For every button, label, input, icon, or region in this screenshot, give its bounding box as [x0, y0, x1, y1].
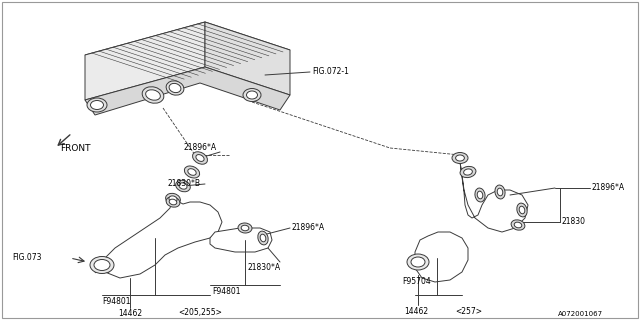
Text: F95704: F95704 [402, 277, 431, 286]
Ellipse shape [166, 197, 180, 207]
Ellipse shape [87, 98, 107, 112]
Ellipse shape [90, 257, 114, 274]
Text: 14462: 14462 [404, 308, 428, 316]
Ellipse shape [456, 155, 465, 161]
Text: 21830*A: 21830*A [248, 263, 281, 273]
Polygon shape [210, 228, 272, 252]
Ellipse shape [407, 254, 429, 270]
Text: FIG.072-1: FIG.072-1 [312, 68, 349, 76]
Ellipse shape [411, 257, 425, 267]
Polygon shape [85, 22, 290, 83]
Ellipse shape [258, 231, 268, 245]
Ellipse shape [477, 191, 483, 199]
Ellipse shape [497, 188, 503, 196]
Polygon shape [460, 162, 528, 232]
Ellipse shape [188, 169, 196, 175]
Ellipse shape [243, 89, 261, 101]
Text: FRONT: FRONT [60, 144, 90, 153]
Ellipse shape [246, 91, 257, 99]
Polygon shape [415, 232, 468, 282]
Ellipse shape [196, 155, 204, 161]
Ellipse shape [169, 199, 177, 205]
Ellipse shape [146, 90, 161, 100]
Text: 21896*A: 21896*A [183, 143, 216, 153]
Ellipse shape [511, 220, 525, 230]
Text: 21830: 21830 [562, 218, 586, 227]
Ellipse shape [475, 188, 485, 202]
Text: 21896*A: 21896*A [292, 223, 325, 233]
Ellipse shape [166, 81, 184, 95]
Ellipse shape [166, 193, 180, 205]
Ellipse shape [169, 196, 177, 202]
Text: FIG.073: FIG.073 [12, 253, 42, 262]
Text: F94801: F94801 [102, 298, 131, 307]
Ellipse shape [452, 153, 468, 164]
Ellipse shape [519, 206, 525, 214]
Ellipse shape [179, 183, 187, 189]
Ellipse shape [193, 152, 207, 164]
Text: F94801: F94801 [212, 287, 241, 297]
Ellipse shape [90, 100, 104, 109]
Ellipse shape [142, 87, 164, 103]
Text: 21896*A: 21896*A [592, 183, 625, 193]
Ellipse shape [176, 180, 190, 192]
Ellipse shape [495, 185, 505, 199]
Polygon shape [105, 199, 222, 278]
Ellipse shape [94, 260, 110, 270]
Polygon shape [205, 22, 290, 95]
Ellipse shape [184, 166, 200, 178]
Ellipse shape [463, 169, 472, 175]
Polygon shape [85, 22, 205, 100]
Text: 21830*B: 21830*B [168, 180, 201, 188]
Ellipse shape [517, 203, 527, 217]
Ellipse shape [260, 234, 266, 242]
Text: <257>: <257> [455, 308, 482, 316]
Ellipse shape [460, 166, 476, 178]
Polygon shape [85, 67, 290, 115]
Text: 14462: 14462 [118, 308, 142, 317]
Ellipse shape [238, 223, 252, 233]
Text: <205,255>: <205,255> [178, 308, 222, 317]
Text: A072001067: A072001067 [558, 311, 603, 317]
Ellipse shape [241, 225, 249, 231]
Ellipse shape [514, 222, 522, 228]
Ellipse shape [169, 84, 181, 92]
